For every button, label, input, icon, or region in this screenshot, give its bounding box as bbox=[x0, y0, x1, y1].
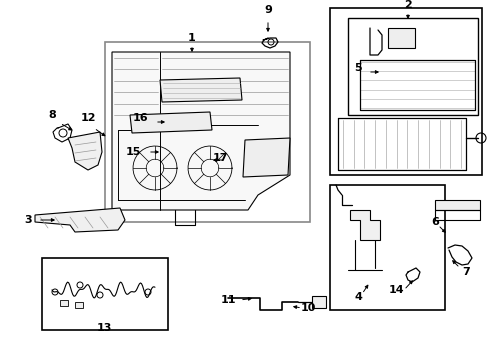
Text: 15: 15 bbox=[125, 147, 141, 157]
Text: 2: 2 bbox=[403, 0, 411, 10]
Polygon shape bbox=[112, 52, 289, 210]
Text: 4: 4 bbox=[353, 292, 361, 302]
Polygon shape bbox=[434, 200, 479, 210]
Text: 1: 1 bbox=[188, 33, 196, 43]
Text: 12: 12 bbox=[80, 113, 96, 123]
Bar bbox=[329, 185, 444, 310]
Bar bbox=[347, 18, 477, 115]
Bar bbox=[105, 42, 309, 222]
Text: 17: 17 bbox=[212, 153, 227, 163]
Text: 3: 3 bbox=[24, 215, 32, 225]
Polygon shape bbox=[75, 302, 83, 308]
Text: 13: 13 bbox=[96, 323, 111, 333]
Text: 10: 10 bbox=[300, 303, 315, 313]
Text: 9: 9 bbox=[264, 5, 271, 15]
Bar bbox=[42, 258, 168, 330]
Polygon shape bbox=[35, 208, 125, 232]
Polygon shape bbox=[60, 300, 68, 306]
Polygon shape bbox=[243, 138, 289, 177]
Text: 11: 11 bbox=[220, 295, 235, 305]
Polygon shape bbox=[160, 78, 242, 102]
Polygon shape bbox=[130, 112, 212, 133]
Text: 14: 14 bbox=[387, 285, 403, 295]
Bar bbox=[329, 8, 481, 175]
Text: 5: 5 bbox=[353, 63, 361, 73]
Polygon shape bbox=[387, 28, 414, 48]
Text: 8: 8 bbox=[48, 110, 56, 120]
Text: 6: 6 bbox=[430, 217, 438, 227]
Text: 16: 16 bbox=[132, 113, 147, 123]
Polygon shape bbox=[349, 210, 379, 240]
Polygon shape bbox=[68, 132, 102, 170]
Text: 7: 7 bbox=[461, 267, 469, 277]
Polygon shape bbox=[311, 296, 325, 308]
